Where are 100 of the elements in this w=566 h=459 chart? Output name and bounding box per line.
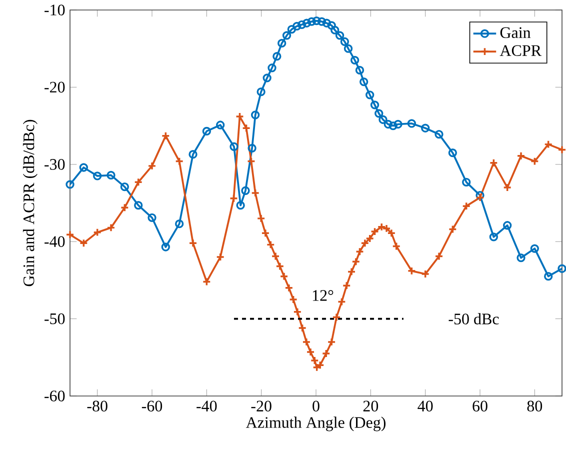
point <box>235 112 244 121</box>
x-tick-label: 80 <box>527 400 542 412</box>
point <box>337 297 346 306</box>
point <box>370 227 380 236</box>
point <box>188 150 198 159</box>
point <box>106 223 116 232</box>
point <box>248 144 256 153</box>
point <box>366 90 374 100</box>
point <box>161 242 170 252</box>
y-tick-label: -60 <box>44 390 65 402</box>
point <box>276 262 284 271</box>
point <box>434 252 444 261</box>
point <box>317 17 326 26</box>
point <box>120 182 130 192</box>
point <box>503 221 512 230</box>
point <box>434 130 444 139</box>
x-tick-label: 0 <box>312 400 320 412</box>
point <box>340 37 350 46</box>
point <box>388 121 398 130</box>
point <box>360 77 368 86</box>
point <box>355 247 364 256</box>
point <box>282 31 292 40</box>
point <box>407 119 416 128</box>
point <box>394 120 402 129</box>
point <box>327 338 336 346</box>
y-tick-label: -40 <box>44 236 65 247</box>
y-tick-label: -50 <box>44 313 65 324</box>
legend-label: Gain <box>500 27 531 38</box>
point <box>250 188 260 198</box>
point <box>229 194 238 203</box>
point <box>544 140 553 149</box>
point <box>292 22 302 31</box>
annotation: 12° <box>312 290 334 301</box>
point <box>93 172 102 180</box>
point <box>278 38 286 48</box>
point <box>489 158 498 168</box>
point <box>134 200 143 210</box>
point <box>335 31 344 40</box>
point <box>302 18 312 28</box>
point <box>332 312 341 322</box>
point <box>175 156 184 166</box>
x-tick-label: -40 <box>196 400 217 412</box>
annotation: -50 dBc <box>448 313 499 324</box>
x-tick-label: -80 <box>87 400 108 412</box>
point <box>307 17 316 26</box>
point <box>268 64 276 72</box>
point <box>421 124 430 132</box>
point <box>293 308 302 316</box>
point <box>256 214 266 223</box>
point <box>261 228 270 238</box>
point <box>322 18 331 28</box>
point <box>230 142 238 151</box>
point <box>530 244 540 253</box>
point <box>370 100 380 110</box>
x-tick-label: 20 <box>363 400 378 412</box>
point <box>355 66 364 75</box>
point <box>79 238 88 248</box>
point <box>392 242 401 251</box>
point <box>246 156 256 166</box>
point <box>312 16 321 26</box>
point <box>271 252 280 261</box>
x-tick-label: -60 <box>142 400 162 412</box>
point <box>298 324 307 332</box>
point <box>476 193 484 202</box>
point <box>344 44 353 53</box>
point <box>489 232 498 242</box>
point <box>384 120 393 129</box>
point <box>347 267 356 276</box>
point <box>350 56 360 65</box>
point <box>272 52 282 61</box>
point <box>476 190 484 200</box>
point <box>352 257 360 266</box>
point <box>236 200 245 210</box>
point <box>421 270 430 278</box>
point <box>462 202 471 210</box>
point <box>288 295 298 304</box>
point <box>503 183 512 192</box>
point <box>202 126 212 136</box>
point <box>202 277 212 286</box>
point <box>360 238 370 248</box>
y-axis-title: Gain and ACPR (dB/dBc) <box>22 120 38 286</box>
point <box>330 26 340 34</box>
point <box>530 156 540 166</box>
point <box>342 281 351 290</box>
point <box>407 266 416 276</box>
point <box>242 124 251 132</box>
point <box>79 163 88 172</box>
y-tick-label: -20 <box>44 82 65 93</box>
point <box>448 148 458 158</box>
point <box>241 186 250 195</box>
point <box>284 284 294 292</box>
point <box>216 252 225 262</box>
point <box>188 238 198 248</box>
point <box>366 234 374 243</box>
x-tick-label: -20 <box>251 400 272 412</box>
point <box>327 21 336 30</box>
point <box>134 178 143 186</box>
point <box>106 170 116 180</box>
point <box>516 152 526 160</box>
point <box>266 240 275 250</box>
